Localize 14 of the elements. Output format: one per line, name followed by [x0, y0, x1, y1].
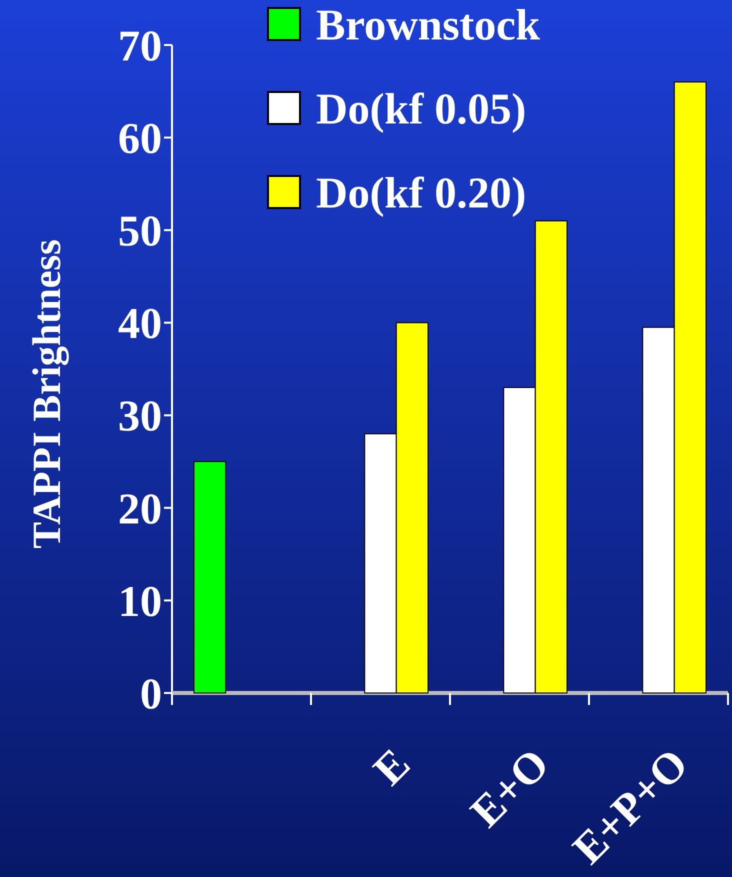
- y-tick-label: 30: [118, 392, 162, 441]
- y-tick-label: 50: [118, 206, 162, 256]
- x-tick-label: E: [364, 739, 420, 795]
- legend-label: Do(kf 0.05): [316, 84, 526, 134]
- y-tick-label: 40: [118, 299, 162, 348]
- y-tick-label: 70: [118, 21, 162, 70]
- y-tick-label: 10: [118, 576, 162, 626]
- legend-label: Brownstock: [316, 0, 541, 50]
- y-tick-label: 20: [118, 484, 162, 534]
- y-tick-label: 0: [140, 669, 162, 718]
- legend-label: Do(kf 0.20): [316, 168, 526, 218]
- y-axis-title: TAPPI Brightness: [24, 239, 69, 549]
- bar: [194, 461, 226, 694]
- y-tick-label: 60: [118, 114, 162, 163]
